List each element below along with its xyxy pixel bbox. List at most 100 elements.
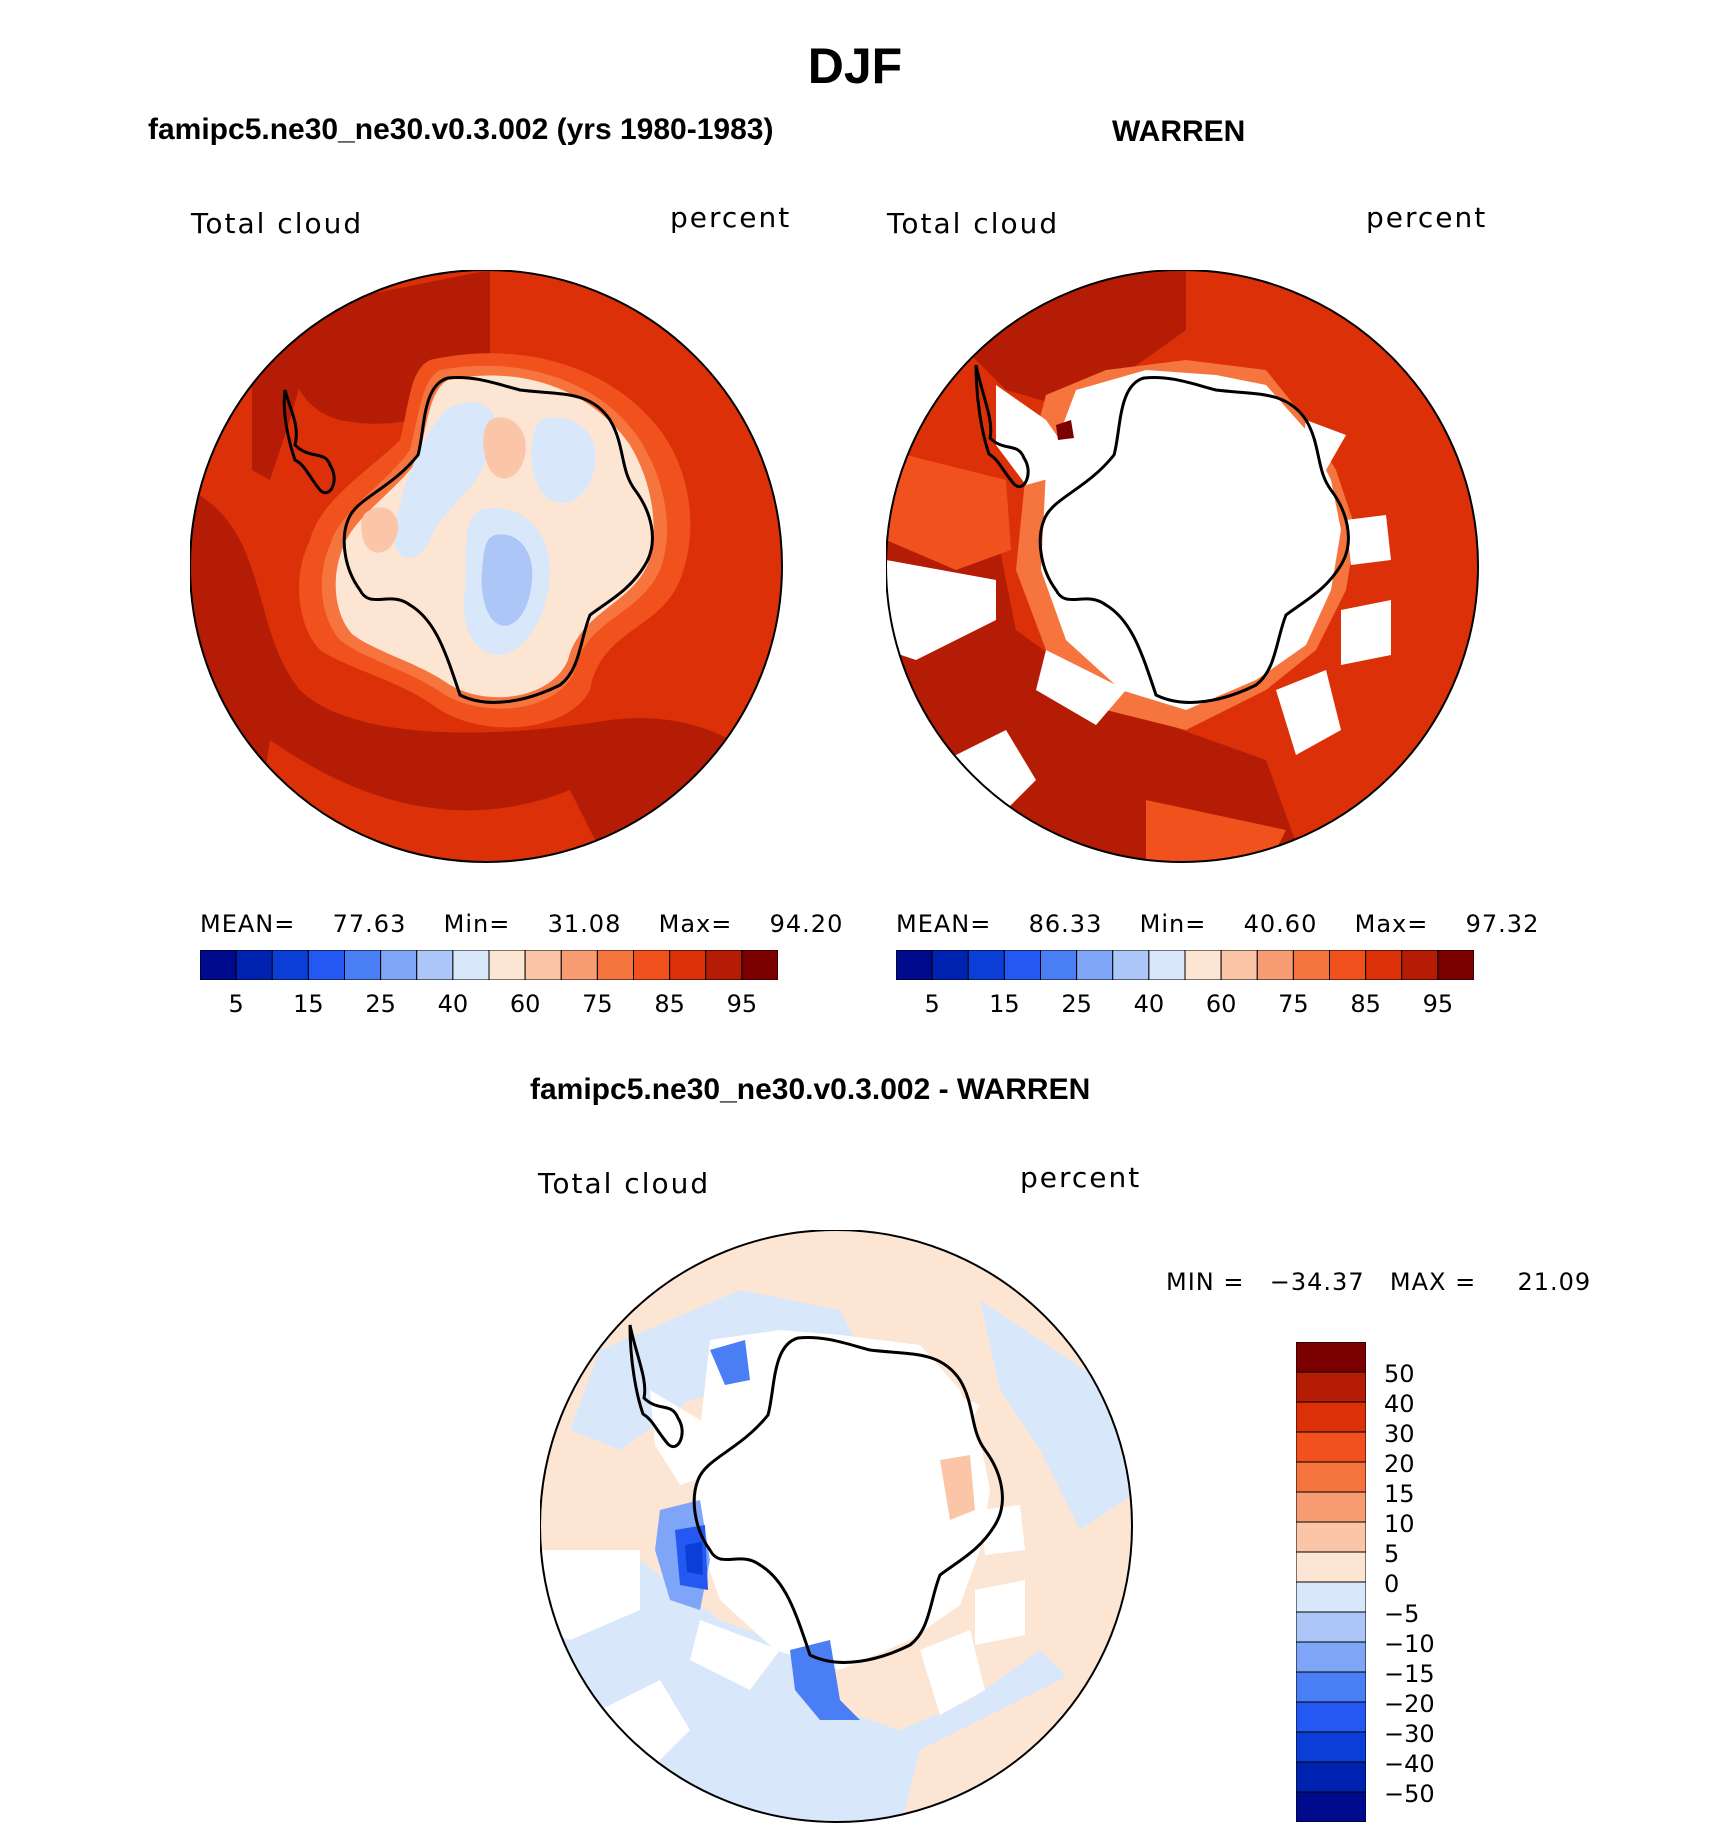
panel1-colorbar-swatch [596, 950, 635, 980]
panel2-min-value: 40.60 [1243, 910, 1318, 938]
panel3-min-label: MIN = [1166, 1268, 1245, 1296]
panel2-colorbar-swatch [1365, 950, 1403, 980]
panel3-coast-antarctica [692, 1335, 1004, 1664]
panel3-colorbar-labels: 50 40 30 20 15 10 5 0 −5 −10 −15 −20 −30 −40 −50 [1384, 1342, 1504, 1822]
panel3-colorbar-swatch [1296, 1671, 1366, 1703]
panel2-colorbar-swatch [1003, 950, 1042, 980]
panel3-band-blue-north-spot [710, 1340, 750, 1385]
panel2-colorbar-swatch [931, 950, 969, 980]
panel3-right-label: percent [1020, 1161, 1142, 1194]
page-title: DJF [807, 38, 903, 94]
panel2-colorbar-swatch [1040, 950, 1078, 980]
panel3-band-gap2 [540, 1550, 640, 1640]
panel3-colorbar-swatch [1296, 1431, 1366, 1463]
panel3-band-blue-ne [980, 1300, 1132, 1530]
panel2-colorbar-tick-label: 15 [989, 990, 1020, 1018]
panel2-colorbar-swatch [1184, 950, 1222, 980]
panel3-band-gap7 [975, 1580, 1025, 1645]
panel1-mean-label: MEAN= [200, 910, 296, 938]
panel2-colorbar-swatch [1076, 950, 1114, 980]
panel2-band-orange-south [1146, 800, 1286, 862]
panel2-colorbar-tick-label: 60 [1205, 990, 1237, 1018]
panel3-colorbar-tick-label: −10 [1384, 1630, 1435, 1658]
panel3-colorbar-tick-label: 10 [1384, 1510, 1415, 1538]
panel3-map-border [540, 1230, 1133, 1823]
panel3-colorbar-swatch [1296, 1581, 1366, 1613]
panel2-band-max-spot [1056, 420, 1074, 440]
panel2-band-gap2 [886, 560, 996, 660]
panel1-colorbar-swatch [271, 950, 309, 980]
panel2-colorbar-swatch [1437, 950, 1474, 980]
panel1-band-light-blue1 [394, 402, 497, 559]
panel1-band-pink2 [361, 507, 399, 553]
panel1-colorbar-tick-label: 15 [293, 990, 324, 1018]
panel3-band-gap8 [920, 1630, 985, 1715]
panel3-left-label: Total cloud [538, 1167, 711, 1200]
panel2-colorbar-swatch [967, 950, 1005, 980]
panel3-map [540, 1230, 1133, 1823]
panel2-band-gap3 [946, 730, 1036, 830]
panel3-colorbar-swatch [1296, 1491, 1366, 1523]
panel3-colorbar-tick-label: 30 [1384, 1420, 1415, 1448]
panel3-band-min-core [685, 1542, 703, 1575]
panel1-coast-antarctica [342, 375, 654, 704]
panel2-band-orange-west [886, 450, 1011, 570]
panel3-colorbar-tick-label: 40 [1384, 1390, 1415, 1418]
panel1-colorbar-swatch [633, 950, 671, 980]
panel1-max-label: Max= [658, 910, 733, 938]
panel2-coast-antarctica [1038, 375, 1350, 704]
panel2-band-gap7 [1341, 600, 1391, 665]
panel2-colorbar-tick-label: 85 [1350, 990, 1381, 1018]
panel1-band-light-blue3 [531, 417, 596, 504]
panel2-colorbar-swatch [1148, 950, 1186, 980]
panel1-right-label: percent [670, 201, 792, 234]
panel3-band-gap1 [650, 1390, 725, 1485]
panel3-colorbar-tick-label: 15 [1384, 1480, 1415, 1508]
panel1-colorbar-tick-label: 25 [365, 990, 396, 1018]
panel3-title: famipc5.ne30_ne30.v0.3.002 - WARREN [530, 1073, 1091, 1106]
panel3-stats: MIN = −34.37 MAX = 21.09 [1166, 1268, 1591, 1296]
panel3-max-value: 21.09 [1517, 1268, 1592, 1296]
panel2-colorbar-swatch [1329, 950, 1367, 980]
panel2-band-no-data-land [1041, 370, 1341, 710]
panel1-colorbar-tick-label: 95 [726, 990, 758, 1018]
panel1-min-value: 31.08 [547, 910, 622, 938]
panel1-max-value: 94.20 [769, 910, 844, 938]
panel2-max-label: Max= [1354, 910, 1429, 938]
panel3-band-pink-east [940, 1455, 975, 1520]
panel3-colorbar-swatch [1296, 1611, 1366, 1643]
panel3-colorbar-tick-label: −40 [1384, 1750, 1435, 1778]
panel3-colorbar-swatch [1296, 1521, 1366, 1553]
panel3-colorbar-tick-label: −30 [1384, 1720, 1435, 1748]
panel2-colorbar-tick-label: 95 [1422, 990, 1454, 1018]
panel2-coast-peninsula [974, 364, 1030, 488]
panel1-colorbar-tick-label: 40 [437, 990, 469, 1018]
panel2-left-label: Total cloud [887, 207, 1060, 240]
panel3-coast-peninsula [628, 1324, 684, 1448]
panel1-left-label: Total cloud [191, 207, 364, 240]
panel2-colorbar-swatch [1401, 950, 1439, 980]
panel2-max-value: 97.32 [1465, 910, 1540, 938]
panel2-stats: MEAN= 86.33 Min= 40.60 Max= 97.32 [896, 910, 1539, 938]
panel3-colorbar-tick-label: 0 [1384, 1570, 1400, 1598]
panel2-colorbar-tick-label: 40 [1133, 990, 1165, 1018]
panel1-colorbar-labels: 5 15 25 40 60 75 85 95 [200, 990, 778, 1020]
panel3-colorbar-swatch [1296, 1701, 1366, 1733]
panel3-colorbar-swatch [1296, 1342, 1366, 1373]
panel3-colorbar-tick-label: −50 [1384, 1780, 1435, 1808]
panel3-colorbar-swatch [1296, 1461, 1366, 1493]
panel3-min-value: −34.37 [1269, 1268, 1365, 1296]
panel3-colorbar-tick-label: −15 [1384, 1660, 1435, 1688]
panel1-min-label: Min= [443, 910, 511, 938]
panel2-mean-value: 86.33 [1028, 910, 1103, 938]
panel1-colorbar-tick-label: 85 [654, 990, 685, 1018]
panel1-coast-peninsula [282, 389, 336, 494]
panel2-colorbar-swatch [1220, 950, 1258, 980]
panel2-right-label: percent [1366, 201, 1488, 234]
panel2-band-gap4 [1036, 650, 1126, 725]
panel1-band-blue-core [481, 534, 533, 626]
panel2-colorbar-swatch [896, 950, 933, 980]
panel3-max-label: MAX = [1389, 1268, 1477, 1296]
panel3-colorbar-tick-label: −20 [1384, 1690, 1435, 1718]
panel3-colorbar-tick-label: 20 [1384, 1450, 1415, 1478]
